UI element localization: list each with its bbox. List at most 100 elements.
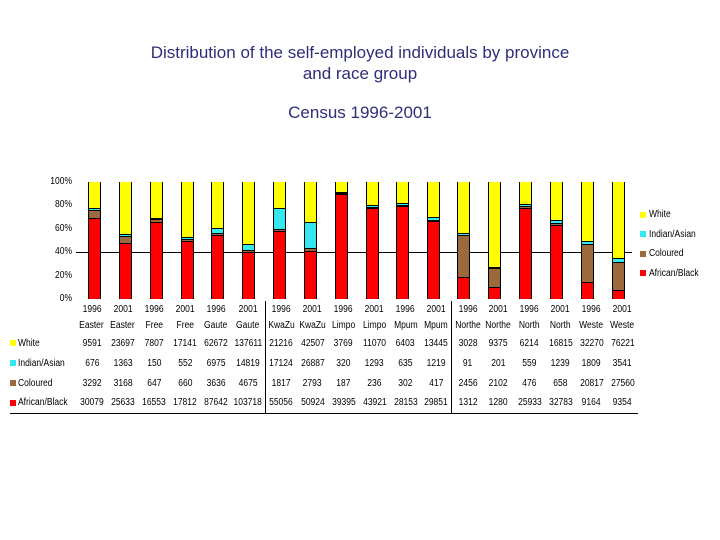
table-cell: 17124 [264,353,297,373]
bar-segment-indian-asian [396,203,409,206]
year-header: 1996 [334,303,353,315]
row-label: White [10,333,76,353]
bar-segment-coloured [488,268,501,288]
table-cell: 1280 [489,397,508,409]
table-cell: 87642 [204,397,228,409]
table-cell: 32783 [548,397,573,409]
bar-segment-african-black [519,207,532,299]
bar-segment-white [550,182,563,221]
table-row: White 9591 23697 7807 17141 62672 137611 21216 4… [10,333,638,353]
bar-2001-gaute [242,182,255,299]
bar-segment-coloured [242,250,255,253]
table-cell: 3636 [206,377,226,389]
bar-segment-coloured [396,205,409,207]
row-label: Indian/Asian [10,353,76,373]
province-header: Weste [610,319,635,331]
bar-1996-easter [88,182,101,299]
bar-segment-coloured [304,247,317,251]
bar-segment-coloured [150,219,163,223]
bar-segment-indian-asian [304,222,317,248]
table-row: Coloured 3292 3168 647 660 3636 4675 1817 2793 18… [10,373,638,393]
table-cell: 1219 [426,357,446,369]
table-cell: 16553 [142,397,166,409]
bar-segment-coloured [181,239,194,242]
reference-line-40pct [76,252,632,253]
table-cell: 6214 [520,337,539,349]
table-cell: 1239 [551,357,570,369]
y-tick-80: 80% [54,199,72,210]
bar-segment-indian-asian [335,192,348,194]
table-cell: 29851 [424,397,449,409]
table-cell: 42507 [300,337,325,349]
table-cell: 6403 [396,337,415,349]
bar-segment-white [119,182,132,234]
african-black-swatch-icon [640,270,646,277]
table-cell: 3168 [113,377,133,389]
year-header: 1996 [264,301,297,317]
year-header: 2001 [613,303,632,315]
table-cell: 647 [146,377,161,389]
table-cell: 50924 [300,397,325,409]
table-cell: 2102 [489,377,508,389]
bar-segment-coloured [211,232,224,236]
table-cell: 320 [336,357,351,369]
chart-title-line1: Distribution of the self-employed indivi… [150,43,570,62]
province-header: Free [145,319,163,331]
bar-segment-african-black [427,221,440,299]
plot-area [76,181,632,299]
bar-segment-white [581,182,594,241]
table-cell: 3769 [334,337,353,349]
bar-segment-white [304,182,317,223]
bar-segment-indian-asian [88,207,101,210]
bar-segment-white [181,182,194,238]
province-header: Northe [485,319,512,331]
y-tick-20: 20% [54,270,72,281]
table-cell: 201 [491,357,506,369]
province-header: North [550,319,571,331]
header-row-years: 1996 2001 1996 2001 1996 2001 1996 2001 1996 2001… [10,301,638,317]
bar-segment-african-black [150,222,163,299]
table-cell: 26887 [300,357,325,369]
year-header: 1996 [582,303,601,315]
year-header: 1996 [144,303,164,315]
table-cell: 27560 [610,377,635,389]
bar-segment-indian-asian [581,240,594,245]
table-cell: 417 [429,377,444,389]
table-cell: 559 [522,357,537,369]
table-cell: 9375 [489,337,508,349]
bar-segment-indian-asian [119,233,132,237]
table-cell: 137611 [234,337,262,349]
chart-subtitle: Census 1996-2001 [288,103,432,122]
bar-segment-african-black [396,206,409,299]
bar-1996-free [150,182,163,299]
row-label: African/Black [10,393,76,413]
table-cell: 32270 [579,337,604,349]
bar-segment-coloured [273,229,286,232]
bar-2001-kwazu [304,182,317,299]
bar-segment-african-black [457,276,470,299]
table-cell: 43921 [362,397,387,409]
year-header: 1996 [206,303,226,315]
table-cell: 1817 [264,373,297,393]
table-cell: 1312 [451,393,483,413]
table-cell: 103718 [233,397,263,409]
bar-segment-indian-asian [457,233,470,235]
bar-segment-white [150,182,163,219]
year-header: 2001 [238,303,258,315]
bar-segment-indian-asian [427,217,440,221]
table-cell: 4675 [238,377,258,389]
province-header: Mpum [424,319,449,331]
year-header: 1996 [82,303,102,315]
y-tick-40: 40% [54,246,72,257]
province-header: Weste [579,319,604,331]
table-cell: 1809 [582,357,601,369]
y-tick-0: 0% [59,293,72,304]
year-header: 2001 [175,303,195,315]
table-cell: 25933 [517,397,542,409]
table-cell: 14819 [236,357,260,369]
bar-segment-white [88,182,101,208]
table-cell: 3292 [82,377,102,389]
bar-segment-white [396,182,409,204]
legend-item-indian-asian: Indian/Asian [640,225,707,245]
year-header: 2001 [426,303,446,315]
